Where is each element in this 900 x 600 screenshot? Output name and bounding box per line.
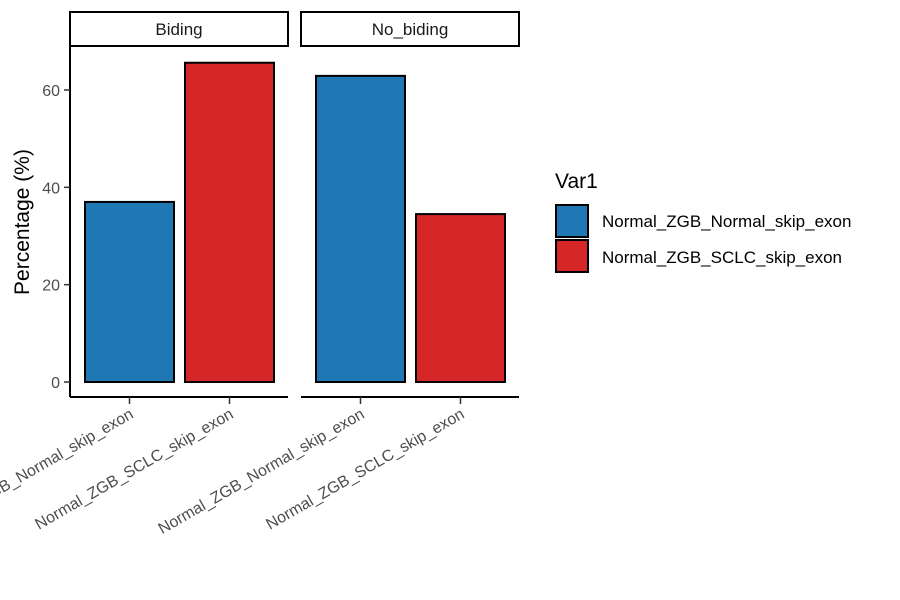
bar-biding-sclc [184,61,275,383]
bar-no-biding-sclc [415,213,506,383]
legend-key-normal [555,204,589,238]
legend-title: Var1 [555,170,598,193]
strip-box-biding [69,11,289,47]
legend-label-sclc: Normal_ZGB_SCLC_skip_exon [602,248,842,267]
y-axis-title: Percentage (%) [11,149,34,295]
y-tick-label: 0 [51,375,60,392]
x-tick-label: Normal_ZGB_SCLC_skip_exon [263,406,467,534]
bar-no-biding-normal [315,74,406,384]
strip-box-no-biding [300,11,520,47]
x-axis-ticks: Normal_ZGB_Normal_skip_exonNormal_ZGB_SC… [0,397,468,538]
x-tick-label: Normal_ZGB_SCLC_skip_exon [32,406,236,534]
strip-label-no-biding: No_biding [372,20,449,39]
y-tick-label: 60 [42,83,60,100]
legend-label-normal: Normal_ZGB_Normal_skip_exon [602,212,851,231]
legend-key-sclc [555,239,589,273]
y-tick-label: 40 [42,180,60,197]
bars-no-biding [315,74,506,384]
panel-no-biding: No_biding [300,11,520,398]
y-tick-label: 20 [42,278,60,295]
strip-label-biding: Biding [155,20,202,39]
legend: Var1 Normal_ZGB_Normal_skip_exon Normal_… [555,170,851,273]
bar-biding-normal [84,200,175,383]
x-tick-label: Normal_ZGB_Normal_skip_exon [156,406,368,538]
y-axis: 0 20 40 60 [42,46,71,397]
bars-biding [84,61,275,383]
panel-biding: Biding [69,11,289,398]
